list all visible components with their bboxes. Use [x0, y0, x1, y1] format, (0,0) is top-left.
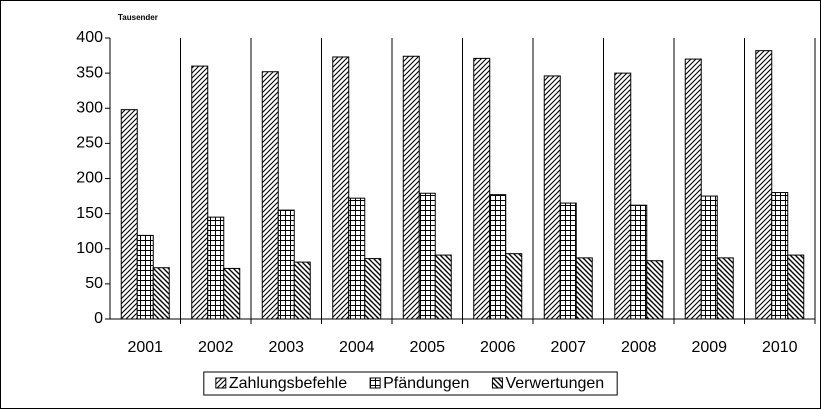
legend-swatch: [369, 377, 381, 389]
bar: [700, 195, 718, 320]
y-tick-label: 150: [76, 205, 103, 222]
bar: [614, 72, 632, 320]
bar: [630, 204, 648, 320]
bar: [120, 109, 138, 320]
x-tick-label: 2008: [621, 339, 657, 356]
bar: [402, 55, 420, 320]
bar: [787, 254, 805, 320]
bar: [575, 257, 593, 320]
x-tick-label: 2003: [268, 339, 304, 356]
bar: [293, 261, 311, 320]
y-tick-label: 300: [76, 99, 103, 116]
y-tick-label: 50: [85, 275, 103, 292]
bar: [684, 58, 702, 320]
bar: [418, 192, 436, 320]
legend-label: Zahlungsbefehle: [229, 375, 347, 392]
bar: [332, 56, 350, 320]
bar: [434, 254, 452, 320]
bar: [348, 197, 366, 320]
y-tick-label: 400: [76, 29, 103, 46]
bar: [716, 257, 734, 320]
bar: [543, 75, 561, 320]
y-tick-label: 0: [94, 310, 103, 327]
x-tick-label: 2007: [550, 339, 586, 356]
unit-label: Tausender: [118, 13, 158, 22]
x-tick-label: 2005: [409, 339, 445, 356]
bar: [771, 192, 789, 320]
legend: Zahlungsbefehle Pfändungen Verwertungen: [203, 371, 618, 396]
x-tick-label: 2006: [480, 339, 516, 356]
legend-swatch: [215, 377, 227, 389]
legend-box: [203, 371, 618, 396]
bar: [646, 260, 664, 320]
x-tick-label: 2010: [762, 339, 798, 356]
x-tick-label: 2004: [339, 339, 375, 356]
bar: [261, 71, 279, 320]
legend-label: Verwertungen: [505, 375, 604, 392]
y-tick-label: 200: [76, 170, 103, 187]
x-tick-label: 2009: [691, 339, 727, 356]
x-tick-label: 2001: [127, 339, 163, 356]
y-tick-label: 100: [76, 240, 103, 257]
bar: [136, 234, 154, 320]
bar: [559, 202, 577, 320]
legend-swatch: [491, 377, 503, 389]
bar: [223, 267, 241, 320]
legend-label: Pfändungen: [383, 375, 469, 392]
bar: [152, 267, 170, 320]
bar: [207, 216, 225, 320]
bar: [364, 258, 382, 320]
x-tick-label: 2002: [198, 339, 234, 356]
bar: [755, 50, 773, 320]
bar: [505, 253, 523, 320]
bar: [473, 57, 491, 320]
y-tick-label: 250: [76, 135, 103, 152]
bar: [191, 65, 209, 320]
y-tick-label: 350: [76, 64, 103, 81]
bar: [277, 209, 295, 320]
bar: [489, 194, 507, 320]
